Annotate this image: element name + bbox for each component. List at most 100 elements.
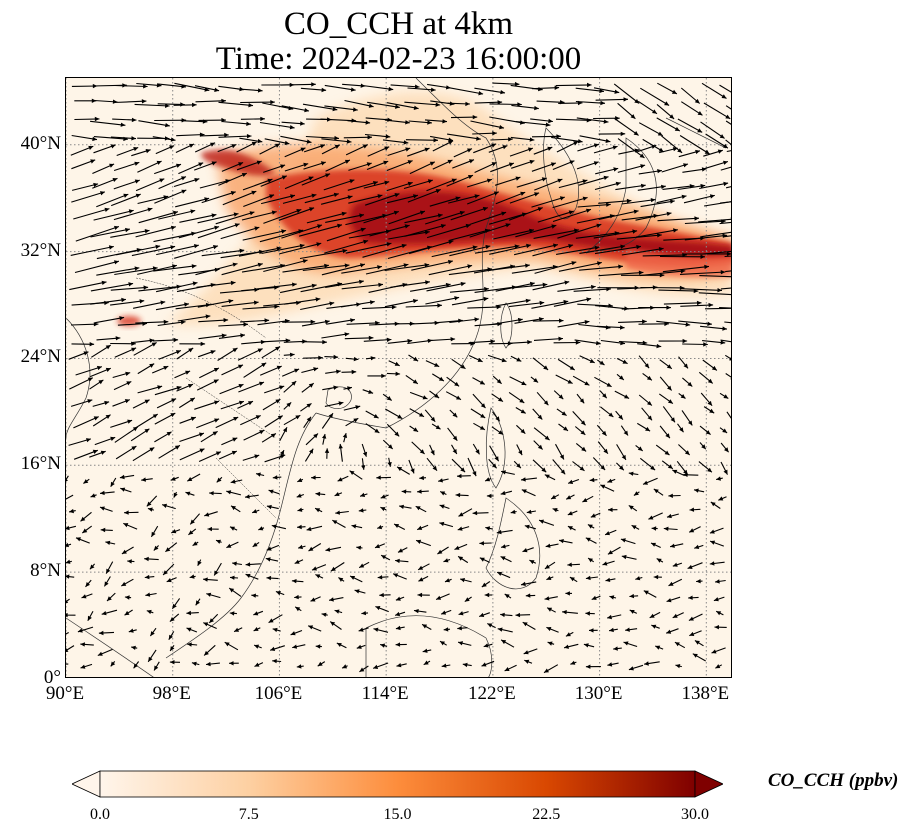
wind-arrow-head (640, 164, 646, 169)
wind-arrow-head (670, 199, 675, 204)
wind-arrow-shaft (700, 121, 725, 139)
wind-arrow-head (230, 526, 235, 531)
wind-arrow-head (515, 612, 521, 618)
wind-arrow-shaft (324, 240, 369, 254)
wind-arrow-head (290, 631, 296, 636)
wind-arrow-shaft (726, 411, 731, 419)
wind-arrow-head (295, 415, 301, 420)
wind-arrow-head (147, 207, 153, 212)
wind-arrow-shaft (618, 320, 647, 323)
wind-arrow-head (541, 467, 547, 473)
wind-arrow-shaft (344, 99, 374, 108)
wind-arrow-head (672, 147, 678, 152)
wind-arrow-head (209, 491, 214, 496)
wind-arrow-head (349, 179, 355, 184)
wind-arrow-head (324, 263, 329, 269)
wind-arrow-head (657, 169, 662, 174)
wind-arrow-shaft (598, 210, 639, 221)
wind-arrow-head (485, 244, 491, 250)
wind-arrow-head (269, 194, 275, 199)
wind-arrow-head (231, 450, 237, 455)
wind-arrow-head (601, 430, 607, 436)
wind-arrow-shaft (720, 166, 731, 171)
wind-arrow-head (80, 664, 86, 669)
wind-arrow-head (544, 668, 549, 673)
wind-arrow-head (567, 511, 573, 516)
wind-arrow-head (391, 305, 397, 310)
wind-arrow-head (315, 508, 321, 513)
wind-arrow-head (166, 431, 172, 436)
taiwan (500, 302, 513, 349)
wind-arrow-head (170, 476, 176, 481)
wind-arrow-head (522, 548, 528, 553)
wind-arrow-head (505, 223, 511, 228)
wind-arrow-head (422, 395, 428, 400)
wind-arrow-head (418, 565, 424, 570)
wind-arrow-head (568, 244, 574, 249)
wind-arrow-shaft (113, 100, 147, 104)
wind-arrow-head (170, 225, 176, 230)
wind-arrow-head (322, 339, 327, 345)
wind-arrow-shaft (621, 199, 656, 205)
lon-tick-label: 98°E (152, 683, 191, 704)
wind-arrow-head (296, 664, 302, 669)
wind-arrow-head (694, 640, 700, 645)
wind-arrow-head (214, 400, 219, 405)
wind-arrow-head (153, 545, 159, 551)
wind-arrow-head (334, 135, 339, 141)
wind-arrow-shaft (509, 283, 548, 289)
wind-arrow-shaft (511, 265, 558, 274)
wind-arrow-head (315, 491, 321, 497)
colorbar-tick-label: 0.0 (90, 806, 110, 823)
wind-arrow-head (100, 506, 105, 511)
wind-arrow-head (149, 447, 155, 452)
wind-arrow-shaft (220, 226, 260, 240)
wind-arrow-head (238, 384, 244, 389)
wind-arrow-head (715, 579, 720, 584)
wind-arrow-head (377, 575, 383, 580)
wind-arrow-head (711, 649, 717, 654)
wind-arrow-head (96, 365, 102, 371)
wind-arrow-head (120, 122, 126, 127)
wind-arrow-head (437, 213, 443, 218)
wind-arrow-shaft (557, 285, 596, 292)
wind-arrow-shaft (384, 264, 430, 272)
wind-arrow-head (602, 393, 607, 399)
wind-arrow-head (125, 371, 131, 376)
wind-arrow-head (472, 115, 478, 120)
wind-arrow-shaft (508, 301, 545, 308)
wind-arrow-head (709, 529, 715, 534)
wind-arrow-head (320, 161, 326, 166)
wind-arrow-head (189, 397, 195, 403)
wind-arrow-shaft (260, 175, 288, 187)
wind-arrow-head (584, 381, 590, 386)
wind-arrow-head (350, 576, 356, 580)
wind-arrow-shaft (723, 235, 731, 238)
wind-arrow-head (447, 159, 453, 164)
wind-arrow-head (479, 612, 485, 617)
wind-arrow-head (308, 383, 314, 388)
wind-arrow-head (394, 431, 400, 437)
wind-arrow-shaft (451, 297, 489, 306)
wind-arrow-shaft (516, 177, 547, 188)
wind-arrow-head (395, 558, 400, 564)
wind-arrow-shaft (640, 87, 670, 106)
wind-arrow-head (451, 178, 457, 183)
wind-arrow-head (413, 427, 419, 432)
wind-arrow-shaft (489, 103, 522, 106)
wind-arrow-shaft (509, 192, 540, 204)
wind-arrow-shaft (552, 208, 592, 223)
wind-arrow-shaft (198, 334, 227, 340)
wind-arrow-head (674, 642, 680, 647)
wind-arrow-head (375, 606, 381, 611)
wind-arrow-head (329, 301, 335, 306)
wind-arrow-head (170, 137, 176, 142)
wind-arrow-head (336, 369, 341, 374)
wind-arrow-head (132, 426, 138, 432)
wind-arrow-head (621, 454, 626, 460)
wind-arrow-head (381, 373, 386, 379)
lat-tick-label: 32°N (20, 239, 61, 261)
wind-arrow-head (189, 574, 195, 579)
wind-arrow-head (666, 629, 672, 634)
wind-arrow-head (338, 401, 344, 406)
